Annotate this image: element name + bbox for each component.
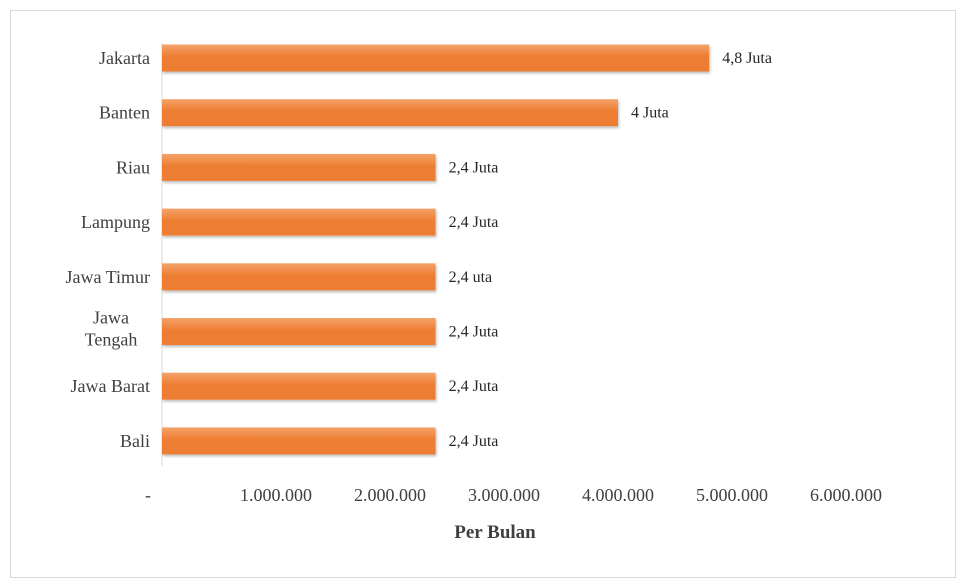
- bar-jawa-tengah: [162, 318, 436, 345]
- bar-riau: [162, 153, 436, 181]
- x-tick-label: 5.000.000: [696, 485, 768, 505]
- data-label: 2,4 Juta: [449, 159, 499, 176]
- x-axis-tick-labels: - 1.000.000 2.000.000 3.000.000 4.000.000 5.0…: [145, 485, 882, 505]
- x-tick-label: 4.000.000: [582, 485, 654, 505]
- data-label: 2,4 uta: [449, 269, 493, 286]
- category-label: Jawa Tengah: [85, 308, 138, 350]
- bars-group: [162, 44, 710, 455]
- x-tick-label: 6.000.000: [810, 485, 882, 505]
- x-tick-label: 3.000.000: [468, 485, 540, 505]
- data-label: 4 Juta: [631, 105, 669, 122]
- category-label: Banten: [99, 103, 150, 123]
- data-label: 2,4 Juta: [449, 324, 499, 341]
- bar-jawa-timur: [162, 263, 436, 291]
- data-label: 2,4 Juta: [449, 214, 499, 231]
- category-label: Bali: [120, 431, 150, 451]
- bar-bali: [162, 427, 436, 455]
- category-label: Jakarta: [99, 48, 150, 68]
- bar-lampung: [162, 208, 436, 236]
- bar-jakarta: [162, 44, 710, 72]
- category-label: Jawa Barat: [71, 376, 150, 396]
- x-tick-label: -: [145, 485, 151, 505]
- x-tick-label: 1.000.000: [240, 485, 312, 505]
- data-labels: 4,8 Juta 4 Juta 2,4 Juta 2,4 Juta 2,4 uta 2,4…: [449, 50, 772, 450]
- data-label: 2,4 Juta: [449, 433, 499, 450]
- data-label: 4,8 Juta: [722, 50, 772, 67]
- bar-banten: [162, 99, 618, 127]
- x-tick-label: 2.000.000: [354, 485, 426, 505]
- category-label: Jawa Timur: [65, 267, 150, 287]
- category-labels: Jakarta Banten Riau Lampung Jawa Timur Jawa Te…: [65, 48, 150, 451]
- bar-jawa-barat: [162, 372, 436, 400]
- chart-frame: Jakarta Banten Riau Lampung Jawa Timur Jawa Te…: [10, 10, 956, 578]
- category-label: Lampung: [81, 212, 150, 232]
- category-label: Riau: [116, 157, 150, 177]
- x-axis-title: Per Bulan: [454, 522, 536, 543]
- data-label: 2,4 Juta: [449, 378, 499, 395]
- bar-chart: Jakarta Banten Riau Lampung Jawa Timur Jawa Te…: [65, 43, 882, 543]
